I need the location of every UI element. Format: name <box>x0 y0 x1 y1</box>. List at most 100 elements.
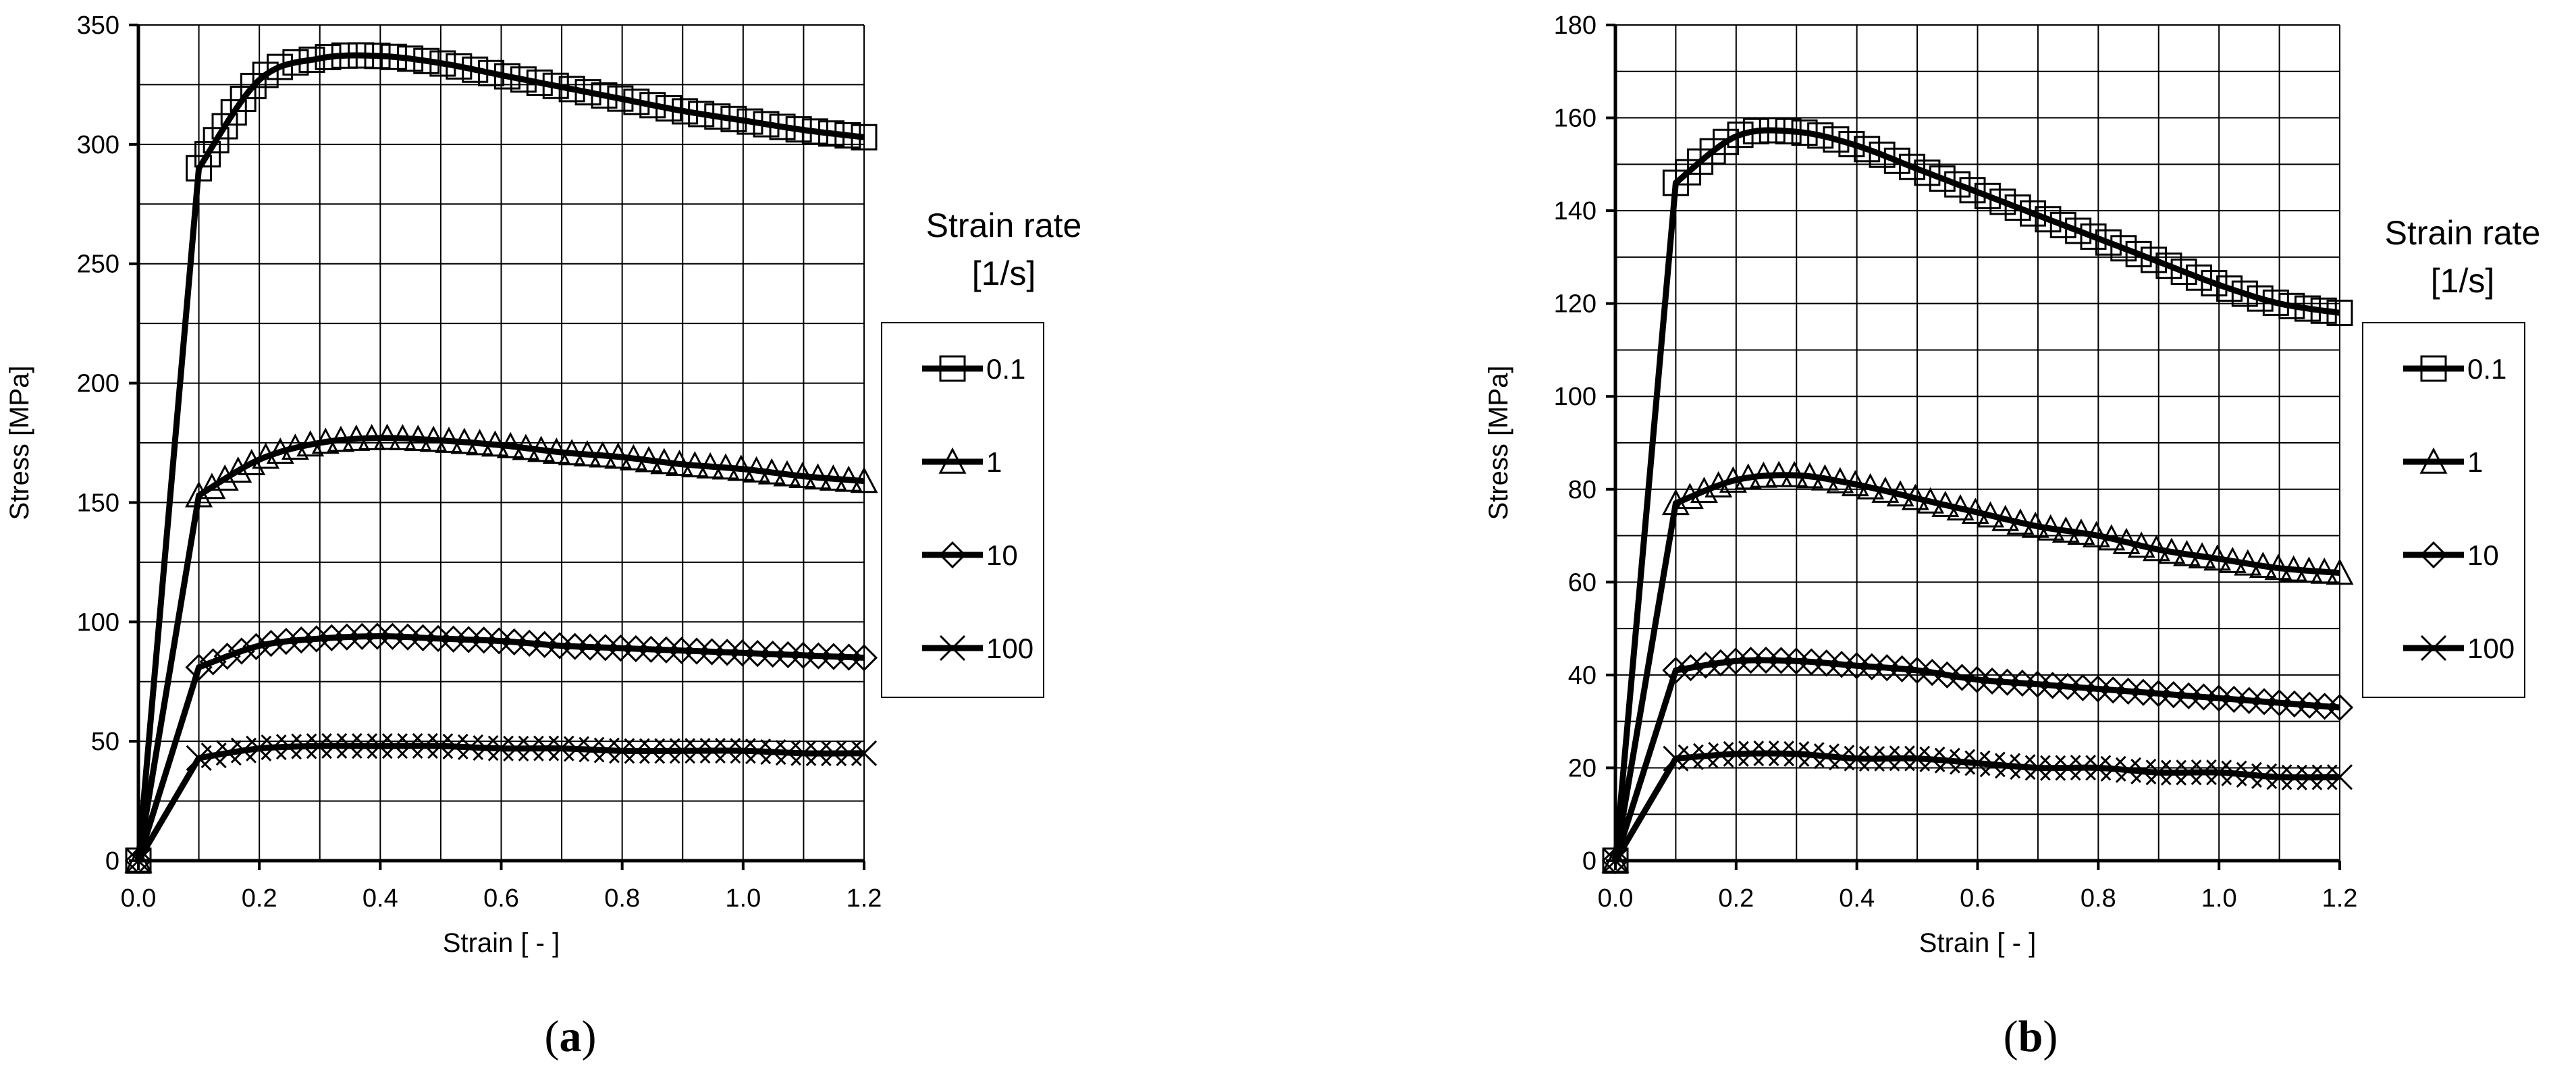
marker-triangle <box>373 423 402 450</box>
marker-square <box>1759 117 1786 144</box>
marker-triangle <box>696 452 724 479</box>
marker-triangle <box>466 429 494 456</box>
marker-triangle <box>573 439 601 466</box>
marker-triangle <box>1749 461 1777 488</box>
marker-triangle <box>1871 476 1900 503</box>
marker-diamond <box>2419 541 2448 569</box>
marker-square <box>607 85 634 112</box>
marker-triangle <box>2218 546 2247 573</box>
marker-diamond <box>850 644 878 672</box>
marker-square <box>2049 211 2076 238</box>
marker-square <box>2065 217 2092 244</box>
caption-paren-close: ) <box>2043 1012 2058 1061</box>
marker-triangle <box>1856 473 1885 500</box>
x-tick-label: 0.8 <box>2081 884 2116 913</box>
series-group <box>1601 117 2354 875</box>
marker-square <box>1775 117 1802 144</box>
marker-square <box>413 47 440 74</box>
legend: 0.1 1 10 100 <box>881 322 1044 698</box>
marker-triangle <box>727 454 755 481</box>
marker-triangle <box>238 448 266 475</box>
marker-square <box>2020 200 2047 227</box>
marker-square <box>2004 194 2031 221</box>
x-tick-label: 0.2 <box>1718 884 1754 913</box>
legend: 0.1 1 10 100 <box>2362 322 2525 698</box>
x-axis-title: Strain [ - ] <box>443 928 560 958</box>
marker-square <box>1883 147 1910 174</box>
x-tick-label: 0.8 <box>604 884 640 913</box>
gridlines <box>1615 24 2340 861</box>
marker-triangle <box>757 458 786 485</box>
x-tick-label: 0.6 <box>483 884 519 913</box>
marker-square <box>267 53 294 80</box>
marker-square <box>211 113 238 140</box>
marker-square <box>2216 275 2243 302</box>
marker-triangle <box>1946 494 1975 520</box>
y-tick-label: 200 <box>77 370 119 398</box>
marker-diamond <box>272 627 300 655</box>
legend-label: 1 <box>986 446 1002 478</box>
marker-triangle <box>2280 555 2308 582</box>
marker-square <box>1727 122 1754 149</box>
marker-diamond <box>227 637 255 665</box>
legend-label: 10 <box>2467 539 2499 571</box>
marker-x <box>125 847 152 874</box>
marker-triangle <box>1810 464 1839 491</box>
caption-paren-open: ( <box>2004 1012 2018 1061</box>
marker-triangle <box>435 426 463 453</box>
marker-square <box>1807 122 1834 149</box>
legend-title-unit: [1/s] <box>972 254 1036 292</box>
marker-triangle <box>2326 558 2354 585</box>
marker-square <box>1713 128 1740 155</box>
y-tick-label: 140 <box>1554 197 1596 225</box>
series-x <box>1602 740 2353 874</box>
marker-square <box>429 50 456 77</box>
marker-triangle <box>2310 557 2338 584</box>
marker-square <box>2110 235 2137 262</box>
marker-triangle <box>1796 462 1824 489</box>
legend-label: 100 <box>986 633 1034 664</box>
series-line <box>1613 750 2340 863</box>
marker-square <box>1929 165 1956 192</box>
marker-triangle <box>2006 508 2035 535</box>
series-group <box>124 42 878 875</box>
marker-x <box>2420 635 2447 662</box>
caption-paren-open: ( <box>545 1012 560 1061</box>
y-tick-label: 120 <box>1554 290 1596 319</box>
y-tick-label: 160 <box>1554 105 1596 133</box>
marker-square <box>834 122 861 149</box>
marker-triangle <box>938 447 967 474</box>
marker-square <box>2262 289 2289 316</box>
marker-triangle <box>2264 554 2292 581</box>
marker-diamond <box>1601 847 1630 875</box>
marker-triangle <box>712 453 740 480</box>
marker-triangle <box>558 439 586 466</box>
marker-triangle <box>1765 460 1793 487</box>
marker-triangle <box>1961 498 1989 525</box>
legend-title-unit: [1/s] <box>2431 262 2494 300</box>
marker-square <box>2310 297 2337 324</box>
series-triangle <box>1601 460 2354 873</box>
marker-triangle <box>211 464 239 491</box>
marker-triangle <box>2037 514 2065 541</box>
marker-square <box>1869 141 1896 168</box>
marker-square <box>639 92 666 119</box>
marker-square <box>2420 355 2447 382</box>
marker-square <box>1989 188 2016 215</box>
x-axis-title: Strain [ - ] <box>1919 928 2036 958</box>
marker-triangle <box>773 460 801 487</box>
marker-square <box>2170 258 2197 285</box>
marker-triangle <box>788 462 817 489</box>
series-square <box>1602 117 2353 874</box>
marker-triangle <box>680 451 709 478</box>
marker-triangle <box>1886 480 1914 507</box>
marker-triangle <box>2097 524 2126 551</box>
marker-square <box>1823 126 1850 153</box>
marker-square <box>252 61 279 88</box>
marker-diamond <box>242 633 270 660</box>
marker-triangle <box>1931 490 1960 517</box>
marker-triangle <box>666 450 694 477</box>
marker-square <box>785 116 812 143</box>
marker-square <box>1699 138 1726 165</box>
marker-triangle <box>2082 520 2110 547</box>
